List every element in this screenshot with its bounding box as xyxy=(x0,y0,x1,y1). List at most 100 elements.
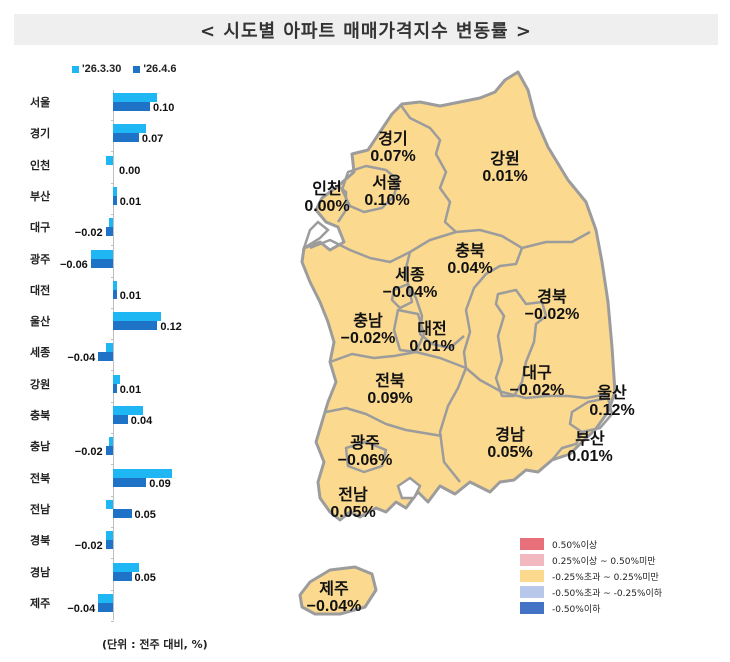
bar-curr-week xyxy=(113,195,117,205)
region-label: 대구 −0.02% xyxy=(510,364,565,400)
axis-tick xyxy=(111,213,114,215)
bar-prev-week xyxy=(105,499,113,509)
bar-curr-week xyxy=(113,133,139,143)
bar-prev-week xyxy=(113,562,139,572)
data-label: 0.01 xyxy=(119,383,142,396)
bar-chart: 서울 0.10 경기 0.07 인천 0.00 부산 0.01 대구 −0.02 광주 −0.06 대전… xyxy=(0,86,250,626)
bar-curr-week xyxy=(113,508,132,518)
category-label: 대전 xyxy=(30,283,51,297)
boundary-gyeonggi-gangwon xyxy=(398,103,457,233)
axis-tick xyxy=(111,589,114,591)
category-label: 강원 xyxy=(30,377,51,391)
data-label: −0.02 xyxy=(74,227,103,240)
bar-prev-week xyxy=(105,155,113,165)
region-name: 강원 xyxy=(490,149,520,168)
category-label: 충남 xyxy=(30,440,51,454)
category-label: 경기 xyxy=(30,127,51,141)
bar-prev-week xyxy=(113,312,162,322)
boundary-chungbuk-gyeongbuk xyxy=(462,247,524,369)
legend-item-prev: '26.3.30 xyxy=(72,63,121,75)
region-value: −0.02% xyxy=(509,381,565,399)
boundary-chungnam-jeonbuk xyxy=(329,350,467,370)
region-label: 경기 0.07% xyxy=(370,130,415,166)
axis-tick xyxy=(111,245,114,247)
region-label: 서울 0.10% xyxy=(364,174,409,210)
region-label: 강원 0.01% xyxy=(482,150,527,186)
data-label: 0.01 xyxy=(119,195,142,208)
region-label: 울산 0.12% xyxy=(589,384,634,420)
axis-tick xyxy=(111,120,114,121)
chart-row: 인천 0.00 xyxy=(0,149,250,184)
region-value: −0.02% xyxy=(524,305,580,323)
map-legend-swatch xyxy=(520,554,544,566)
category-label: 충북 xyxy=(30,409,51,422)
boundary-daegu xyxy=(494,288,548,398)
bar-prev-week xyxy=(98,593,113,603)
region-value: 0.05% xyxy=(487,443,533,461)
region-label: 세종 −0.04% xyxy=(383,266,438,302)
chart-row: 울산 0.12 xyxy=(0,305,250,340)
map-legend-item: -0.25%초과 ~ 0.25%미만 xyxy=(520,568,662,584)
map-legend-item: -0.50%초과 ~ -0.25%이하 xyxy=(520,584,662,600)
data-label: 0.05 xyxy=(134,571,156,584)
region-label: 경남 0.05% xyxy=(487,426,532,462)
region-name: 충북 xyxy=(455,241,485,260)
map-legend-swatch xyxy=(520,570,544,582)
bar-curr-week xyxy=(98,602,113,612)
bar-prev-week xyxy=(113,93,158,102)
region-label: 충남 −0.02% xyxy=(341,312,396,348)
bar-prev-week xyxy=(113,468,173,478)
chart-legend: '26.3.30 '26.4.6 xyxy=(72,63,177,75)
map-legend-item: -0.50%이하 xyxy=(520,600,662,616)
map-legend-label: -0.25%초과 ~ 0.25%미만 xyxy=(552,572,659,583)
chart-row: 대구 −0.02 xyxy=(0,211,250,246)
map-svg xyxy=(298,70,617,616)
data-label: 0.05 xyxy=(134,508,156,521)
chart-row: 서울 0.10 xyxy=(0,86,250,121)
data-label: 0.04 xyxy=(130,415,153,427)
data-label: 0.10 xyxy=(153,102,175,114)
region-label: 대전 0.01% xyxy=(409,320,454,356)
bar-prev-week xyxy=(113,406,143,415)
region-value: −0.02% xyxy=(340,329,396,347)
mainland-outline xyxy=(300,70,617,522)
region-value: 0.04% xyxy=(447,259,493,277)
region-name: 울산 xyxy=(597,383,627,402)
boundary-sejong xyxy=(390,282,414,310)
legend-label-curr: '26.4.6 xyxy=(143,63,177,75)
axis-tick xyxy=(111,151,114,153)
boundary-incheon xyxy=(336,185,348,223)
region-value: 0.00% xyxy=(304,197,350,215)
data-label: −0.02 xyxy=(74,446,103,459)
region-label: 광주 −0.06% xyxy=(338,434,393,470)
region-value: −0.04% xyxy=(382,283,438,301)
region-label: 충북 0.04% xyxy=(447,242,492,278)
axis-tick xyxy=(111,339,114,341)
region-name: 대전 xyxy=(417,319,447,338)
bar-curr-week xyxy=(113,571,132,581)
category-label: 인천 xyxy=(30,158,51,172)
region-name: 인천 xyxy=(312,179,342,198)
bar-curr-week xyxy=(90,258,113,268)
region-value: −0.06% xyxy=(337,451,393,469)
map-legend-label: 0.25%이상 ~ 0.50%미만 xyxy=(552,556,656,567)
region-value: 0.10% xyxy=(364,191,410,209)
bar-prev-week xyxy=(90,249,113,259)
data-label: 0.00 xyxy=(119,164,141,177)
category-label: 세종 xyxy=(30,346,51,360)
chart-row: 제주 −0.04 xyxy=(0,587,250,622)
chart-row: 강원 0.01 xyxy=(0,368,250,403)
region-name: 경남 xyxy=(495,425,525,444)
bar-prev-week xyxy=(113,186,117,196)
map-legend: 0.50%이상 0.25%이상 ~ 0.50%미만 -0.25%초과 ~ 0.25%… xyxy=(520,536,662,616)
data-label: −0.06 xyxy=(59,258,88,271)
map-legend-swatch xyxy=(520,602,544,614)
legend-swatch-prev xyxy=(72,65,79,73)
jeonnam-bay xyxy=(396,476,422,500)
chart-row: 전남 0.05 xyxy=(0,493,250,528)
bar-curr-week xyxy=(113,477,147,487)
region-label: 인천 0.00% xyxy=(304,180,349,216)
bar-prev-week xyxy=(109,437,113,447)
legend-item-curr: '26.4.6 xyxy=(133,63,177,75)
chart-row: 경남 0.05 xyxy=(0,556,250,591)
